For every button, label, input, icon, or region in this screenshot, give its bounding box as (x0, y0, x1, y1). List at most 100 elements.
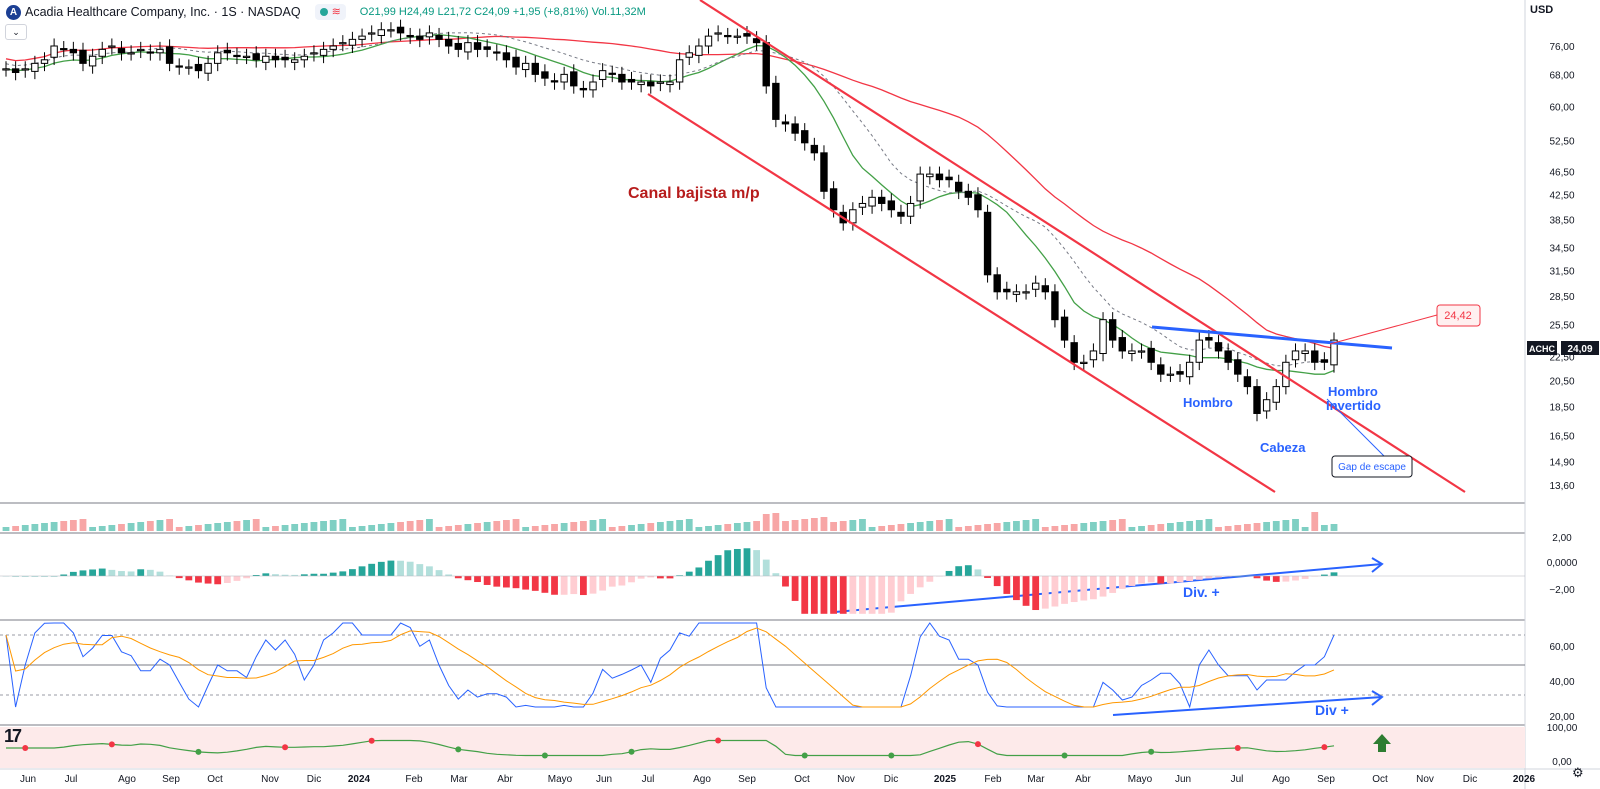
candle (906, 195, 915, 224)
candle-body (1012, 291, 1021, 295)
candle (223, 42, 232, 61)
inv-shoulder-label-2: Invertido (1326, 398, 1381, 413)
macd-bar (79, 570, 87, 576)
macd-bar (945, 570, 953, 576)
status-pill[interactable]: ≋ (314, 4, 346, 20)
time-tick-label: Feb (405, 774, 423, 785)
candle (1224, 343, 1232, 371)
macd-bar (262, 573, 270, 576)
candle-body (627, 78, 636, 83)
candle (656, 74, 665, 92)
macd-bar (1330, 572, 1338, 576)
volume-bar (782, 521, 789, 531)
price-tick-label: 68,00 (1549, 70, 1574, 81)
candle-body (608, 72, 616, 75)
candle (290, 52, 299, 71)
candle (1147, 340, 1155, 371)
candle-body (1320, 359, 1329, 363)
volume-bar (618, 526, 626, 531)
time-tick-label: Oct (1372, 774, 1388, 785)
candle (233, 47, 241, 65)
volume-bar (1051, 526, 1059, 531)
candle-body (1224, 350, 1232, 363)
volume-bar (570, 522, 578, 531)
time-tick-label: Nov (261, 774, 279, 785)
settings-gear-icon[interactable]: ⚙ (1572, 765, 1584, 780)
macd-bar (560, 576, 568, 595)
collapse-legend-button[interactable]: ⌄ (5, 24, 27, 40)
volume-bar (1186, 521, 1194, 531)
volume-bar (801, 519, 809, 531)
candle-body (1176, 371, 1184, 375)
candle (358, 28, 366, 48)
symbol-title[interactable]: Acadia Healthcare Company, Inc. · 1S · N… (25, 5, 301, 19)
price-tick-label: 20,50 (1549, 376, 1574, 387)
oscillator-signal-dot (455, 746, 462, 753)
macd-bar (426, 566, 433, 576)
macd-bar (589, 576, 597, 594)
volume-bar (907, 523, 914, 531)
oscillator-signal-dot (801, 752, 808, 759)
macd-bar (127, 571, 135, 576)
time-tick-label: Mar (450, 774, 468, 785)
candle (964, 183, 973, 206)
volume-bar (50, 522, 58, 531)
candle (926, 166, 934, 185)
macd-bar (695, 567, 703, 576)
candle-body (1031, 282, 1040, 290)
candle-body (1301, 350, 1309, 355)
candle-body (98, 48, 106, 57)
macd-bar (416, 564, 424, 576)
volume-bar (810, 518, 818, 531)
macd-bar (291, 574, 299, 576)
candle-body (1214, 342, 1223, 352)
candle (714, 25, 722, 42)
macd-bar (579, 576, 587, 596)
macd-bar (608, 576, 616, 587)
candle (502, 45, 511, 68)
candle (1243, 369, 1252, 395)
volume-bar (676, 520, 684, 531)
macd-bar (60, 574, 68, 576)
candle-body (887, 200, 896, 211)
candle-body (156, 48, 164, 54)
candle-body (1195, 339, 1203, 363)
candle (1108, 312, 1117, 348)
time-tick-label: Mar (1027, 774, 1045, 785)
candle-body (1234, 359, 1242, 375)
volume-bar (454, 525, 462, 531)
volume-bar (1282, 520, 1290, 531)
candle (40, 52, 49, 72)
macd-bar (1186, 576, 1194, 582)
candle-body (1272, 386, 1280, 403)
candle-body (1137, 350, 1146, 353)
volume-bar (685, 519, 693, 531)
volume-bar (1128, 527, 1136, 531)
volume-bar (993, 523, 1001, 531)
macd-bar (1195, 576, 1203, 580)
volume-bar (945, 519, 953, 531)
volume-bar (1090, 522, 1097, 531)
time-tick-label: Dic (884, 774, 898, 785)
candle-body (194, 63, 203, 72)
volume-bar (1224, 526, 1232, 531)
macd-bar (955, 566, 963, 576)
volume-bar (859, 519, 866, 531)
macd-bar (743, 548, 751, 576)
volume-bar (1118, 519, 1126, 531)
candle-body (685, 52, 693, 58)
oscillator-signal-dot (888, 752, 895, 759)
volume-bar (368, 525, 376, 531)
volume-bar (1311, 512, 1319, 531)
volume-bar (1263, 522, 1271, 531)
macd-bar (214, 576, 222, 585)
chart-labels: Canal bajista m/p Hombro Cabeza Hombro I… (628, 185, 1599, 752)
candle-body (165, 46, 174, 64)
volume-bar (79, 519, 87, 531)
currency-selector[interactable]: USD (1530, 4, 1554, 16)
volume-bar (1195, 520, 1203, 531)
time-tick-label: Dic (307, 774, 321, 785)
macd-bar (830, 576, 837, 614)
last-price-text: 24,09 (1567, 344, 1592, 355)
